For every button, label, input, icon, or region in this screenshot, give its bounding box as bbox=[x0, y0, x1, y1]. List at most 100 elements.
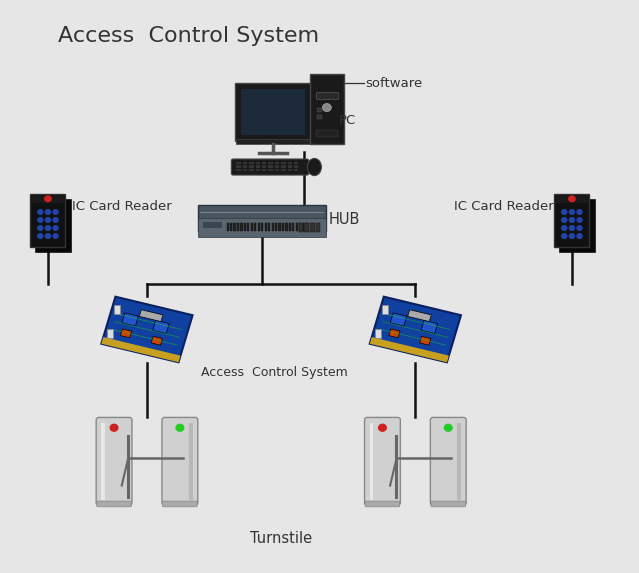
FancyBboxPatch shape bbox=[458, 423, 461, 500]
FancyBboxPatch shape bbox=[317, 108, 322, 112]
Circle shape bbox=[38, 226, 43, 230]
FancyBboxPatch shape bbox=[262, 162, 266, 164]
Circle shape bbox=[38, 210, 43, 214]
Polygon shape bbox=[139, 310, 163, 321]
FancyBboxPatch shape bbox=[275, 168, 279, 171]
Circle shape bbox=[53, 234, 58, 238]
Text: HUB: HUB bbox=[329, 212, 360, 227]
FancyBboxPatch shape bbox=[244, 223, 246, 231]
FancyBboxPatch shape bbox=[198, 205, 326, 231]
FancyBboxPatch shape bbox=[162, 417, 198, 505]
Text: software: software bbox=[366, 77, 423, 89]
FancyBboxPatch shape bbox=[294, 165, 298, 167]
FancyBboxPatch shape bbox=[241, 88, 305, 135]
FancyBboxPatch shape bbox=[256, 168, 260, 171]
Circle shape bbox=[45, 226, 50, 230]
Ellipse shape bbox=[307, 158, 321, 175]
Text: Access  Control System: Access Control System bbox=[58, 26, 319, 46]
Circle shape bbox=[176, 424, 184, 431]
Circle shape bbox=[569, 234, 574, 238]
FancyBboxPatch shape bbox=[236, 162, 241, 164]
FancyBboxPatch shape bbox=[306, 223, 308, 231]
FancyBboxPatch shape bbox=[226, 223, 229, 231]
Polygon shape bbox=[420, 336, 431, 345]
FancyBboxPatch shape bbox=[235, 83, 312, 140]
Circle shape bbox=[577, 234, 582, 238]
FancyBboxPatch shape bbox=[288, 162, 292, 164]
Circle shape bbox=[569, 210, 574, 214]
Polygon shape bbox=[102, 297, 192, 362]
FancyBboxPatch shape bbox=[243, 168, 247, 171]
FancyBboxPatch shape bbox=[317, 115, 322, 119]
Text: Access  Control System: Access Control System bbox=[201, 366, 348, 379]
FancyBboxPatch shape bbox=[96, 417, 132, 505]
FancyBboxPatch shape bbox=[272, 223, 273, 231]
FancyBboxPatch shape bbox=[268, 223, 270, 231]
FancyBboxPatch shape bbox=[299, 223, 304, 232]
Polygon shape bbox=[421, 320, 438, 333]
FancyBboxPatch shape bbox=[258, 223, 260, 231]
FancyBboxPatch shape bbox=[364, 417, 400, 505]
FancyBboxPatch shape bbox=[275, 223, 277, 231]
FancyBboxPatch shape bbox=[431, 501, 465, 507]
FancyBboxPatch shape bbox=[366, 501, 400, 507]
FancyBboxPatch shape bbox=[199, 211, 325, 213]
Circle shape bbox=[45, 218, 50, 222]
FancyBboxPatch shape bbox=[236, 165, 241, 167]
FancyBboxPatch shape bbox=[316, 223, 321, 232]
FancyBboxPatch shape bbox=[296, 223, 298, 231]
Circle shape bbox=[45, 196, 51, 202]
Text: IC Card Reader: IC Card Reader bbox=[454, 200, 553, 213]
FancyBboxPatch shape bbox=[236, 168, 241, 171]
FancyBboxPatch shape bbox=[305, 223, 309, 232]
Polygon shape bbox=[122, 313, 139, 326]
Polygon shape bbox=[36, 199, 70, 252]
FancyBboxPatch shape bbox=[256, 165, 260, 167]
Polygon shape bbox=[151, 336, 162, 345]
FancyBboxPatch shape bbox=[102, 423, 105, 500]
FancyBboxPatch shape bbox=[294, 168, 298, 171]
Circle shape bbox=[45, 234, 50, 238]
Polygon shape bbox=[31, 194, 66, 247]
FancyBboxPatch shape bbox=[249, 165, 254, 167]
FancyBboxPatch shape bbox=[279, 223, 281, 231]
FancyBboxPatch shape bbox=[294, 162, 298, 164]
FancyBboxPatch shape bbox=[288, 165, 292, 167]
FancyBboxPatch shape bbox=[316, 92, 338, 99]
Circle shape bbox=[577, 226, 582, 230]
Polygon shape bbox=[370, 297, 461, 362]
Circle shape bbox=[322, 104, 331, 112]
FancyBboxPatch shape bbox=[310, 74, 344, 143]
Circle shape bbox=[562, 210, 567, 214]
Circle shape bbox=[562, 234, 567, 238]
Polygon shape bbox=[370, 337, 449, 362]
FancyBboxPatch shape bbox=[292, 223, 295, 231]
Polygon shape bbox=[554, 194, 589, 247]
FancyBboxPatch shape bbox=[556, 196, 588, 203]
FancyBboxPatch shape bbox=[289, 223, 291, 231]
FancyBboxPatch shape bbox=[243, 162, 247, 164]
FancyBboxPatch shape bbox=[240, 223, 243, 231]
FancyBboxPatch shape bbox=[114, 305, 120, 314]
Circle shape bbox=[562, 218, 567, 222]
FancyBboxPatch shape bbox=[189, 423, 193, 500]
FancyBboxPatch shape bbox=[233, 223, 236, 231]
Circle shape bbox=[38, 234, 43, 238]
Circle shape bbox=[53, 226, 58, 230]
FancyBboxPatch shape bbox=[262, 168, 266, 171]
FancyBboxPatch shape bbox=[268, 168, 273, 171]
Circle shape bbox=[577, 210, 582, 214]
FancyBboxPatch shape bbox=[375, 328, 381, 337]
Polygon shape bbox=[389, 329, 400, 337]
FancyBboxPatch shape bbox=[243, 165, 247, 167]
FancyBboxPatch shape bbox=[250, 223, 253, 231]
FancyBboxPatch shape bbox=[281, 168, 286, 171]
FancyBboxPatch shape bbox=[431, 417, 466, 505]
Text: PC: PC bbox=[339, 114, 356, 127]
FancyBboxPatch shape bbox=[268, 165, 273, 167]
FancyBboxPatch shape bbox=[262, 165, 266, 167]
FancyBboxPatch shape bbox=[382, 305, 389, 314]
FancyBboxPatch shape bbox=[311, 223, 315, 232]
Text: IC Card Reader: IC Card Reader bbox=[72, 200, 172, 213]
FancyBboxPatch shape bbox=[256, 162, 260, 164]
